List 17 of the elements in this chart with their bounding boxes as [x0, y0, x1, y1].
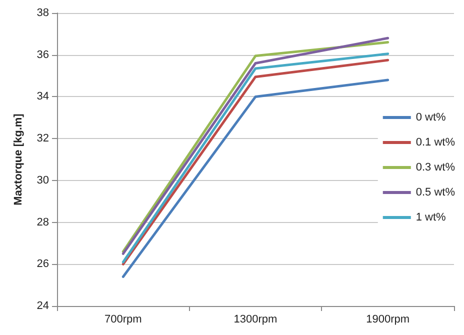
x-tick-label: 1900rpm: [366, 314, 410, 326]
y-tick-label: 28: [36, 216, 49, 228]
legend-label: 0.1 wt%: [416, 136, 456, 148]
y-tick-label: 34: [36, 90, 49, 103]
legend-label: 0 wt%: [416, 112, 446, 124]
y-tick-label: 36: [36, 48, 49, 61]
legend-label: 0.3 wt%: [416, 162, 456, 174]
y-tick-label: 32: [36, 132, 49, 145]
x-tick-label: 1300rpm: [234, 314, 278, 326]
legend-label: 1 wt%: [416, 212, 446, 224]
y-tick-label: 38: [36, 7, 49, 19]
y-tick-label: 26: [36, 258, 49, 270]
x-tick-label: 700rpm: [104, 314, 142, 326]
y-tick-label: 24: [36, 300, 49, 312]
legend-label: 0.5 wt%: [416, 186, 456, 198]
y-axis-title: Maxtorque [kg.m]: [12, 113, 24, 206]
y-tick-label: 30: [36, 174, 49, 186]
